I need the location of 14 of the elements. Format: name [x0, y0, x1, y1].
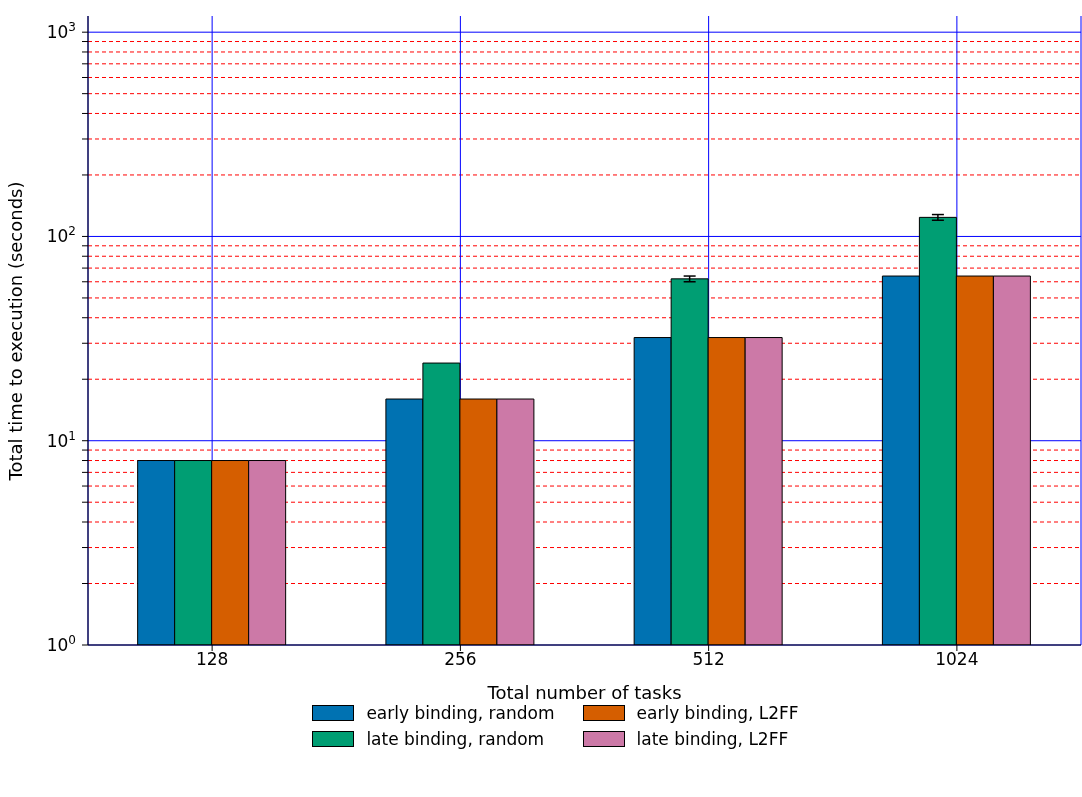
x-tick-label: 1024	[935, 649, 979, 670]
y-tick-label: 10$^{3}$	[46, 20, 76, 43]
x-tick-label: 512	[692, 649, 725, 670]
legend-label: late binding, L2FF	[636, 729, 789, 749]
legend-label: early binding, random	[366, 703, 555, 723]
x-tick-label: 256	[444, 649, 477, 670]
y-tick-label: 10$^{2}$	[46, 224, 76, 247]
y-axis-title: Total time to execution (seconds)	[5, 181, 27, 482]
legend-label: late binding, random	[366, 729, 545, 749]
y-tick-label: 10$^{0}$	[46, 633, 76, 655]
legend-label: early binding, L2FF	[636, 703, 799, 723]
x-tick-label: 128	[195, 649, 229, 670]
x-axis-title: Total number of tasks	[486, 682, 682, 703]
y-tick-label: 10$^{1}$	[46, 428, 76, 451]
